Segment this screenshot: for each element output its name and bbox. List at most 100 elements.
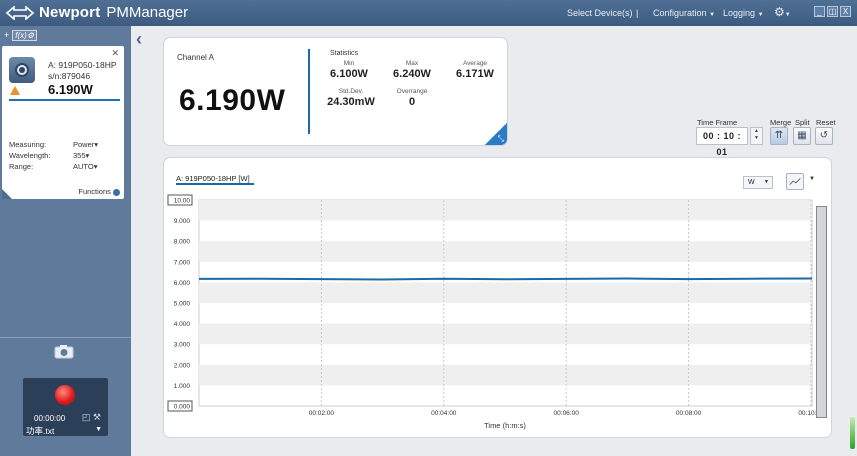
- menu-logging-label: Logging: [723, 8, 756, 18]
- plot-band: [199, 282, 812, 303]
- x-axis-label: Time (h:m:s): [484, 421, 526, 430]
- time-frame-spinner[interactable]: ▲ ▼: [750, 127, 763, 145]
- app-name: PMManager: [106, 4, 189, 21]
- y-tick-labels: 10.00 9.000 8.000 7.000 6.000 5.000 4.000 3.000…: [167, 194, 193, 412]
- device-serial: s/n:879046: [48, 71, 91, 81]
- plot[interactable]: 10.00 9.000 8.000 7.000 6.000 5.000 4.000 3.000…: [164, 158, 831, 437]
- chevron-down-icon: ▼: [757, 12, 764, 18]
- collapse-sidebar-icon[interactable]: ‹: [136, 29, 142, 49]
- merge-button[interactable]: ⇈: [770, 127, 788, 145]
- record-button[interactable]: [55, 385, 75, 405]
- expand-card-button[interactable]: ⤡: [485, 123, 507, 145]
- camera-icon[interactable]: [54, 344, 74, 359]
- function-settings-button[interactable]: f(x)⚙: [12, 30, 37, 41]
- plot-series: [198, 277, 813, 281]
- measuring-row: Measuring: Power▾: [9, 140, 98, 149]
- y-tick-label: 4.000: [174, 321, 191, 328]
- record-options-icon[interactable]: ◰ ⚒: [81, 412, 101, 422]
- wavelength-select[interactable]: 355▾: [73, 151, 90, 160]
- menu-configuration-label: Configuration: [653, 8, 707, 18]
- wavelength-label: Wavelength:: [9, 151, 51, 160]
- stat-average: Average 6.171W: [445, 60, 505, 80]
- menu-separator: |: [636, 8, 639, 18]
- card-corner: [2, 189, 12, 199]
- y-tick-box: [167, 400, 193, 412]
- stat-std-dev-label: Std.Dev.: [338, 88, 364, 95]
- plot-band: [199, 200, 812, 221]
- reset-icon: ↺: [819, 130, 829, 141]
- add-device-button[interactable]: +: [4, 30, 10, 40]
- menu-configuration[interactable]: Configuration ▼: [653, 8, 715, 18]
- stat-average-value: 6.171W: [456, 68, 494, 80]
- spin-down-icon[interactable]: ▼: [754, 135, 759, 141]
- chart-series-label: A: 919P050-18HP [W]: [176, 174, 250, 183]
- wavelength-row: Wavelength: 355▾: [9, 151, 89, 160]
- close-button[interactable]: X: [840, 6, 851, 17]
- x-tick-label: 00:02:00: [309, 410, 335, 417]
- record-time: 00:00:00: [34, 414, 66, 423]
- warning-icon: [10, 86, 20, 95]
- range-select[interactable]: AUTO▾: [73, 162, 98, 171]
- status-indicator: [850, 417, 855, 449]
- stat-average-label: Average: [462, 60, 488, 67]
- plot-bands: [198, 199, 813, 407]
- time-frame-label: Time Frame: [697, 118, 738, 127]
- device-reading-bar: [9, 99, 120, 101]
- close-icon[interactable]: ✕: [111, 48, 119, 58]
- measuring-label: Measuring:: [9, 140, 47, 149]
- spin-up-icon[interactable]: ▲: [754, 128, 759, 134]
- stat-std-dev-value: 24.30mW: [327, 96, 375, 108]
- expand-icon: ⤡: [497, 134, 504, 143]
- merge-label: Merge: [770, 118, 792, 127]
- chevron-down-icon[interactable]: ▼: [95, 426, 102, 433]
- minimize-button[interactable]: _: [814, 6, 825, 17]
- stat-max-label: Max: [405, 60, 419, 67]
- y-tick-label: 9.000: [174, 218, 191, 225]
- functions-link[interactable]: Functions: [78, 187, 120, 196]
- x-tick-label: 00:06:00: [554, 410, 580, 417]
- plot-band: [199, 323, 812, 345]
- device-card[interactable]: ✕ A: 919P050-18HP s/n:879046 6.190W Meas…: [2, 46, 124, 199]
- y-tick-label: 1.000: [174, 383, 191, 390]
- vertical-scrollbar[interactable]: [816, 206, 827, 418]
- y-tick-label: 0.000: [174, 404, 191, 411]
- grid-icon: ▦: [797, 130, 807, 141]
- range-row: Range: AUTO▾: [9, 162, 97, 171]
- x-tick-label: 00:08:00: [676, 410, 702, 417]
- menu-select-devices[interactable]: Select Device(s): [567, 8, 633, 18]
- channel-divider: [308, 49, 310, 134]
- reset-button[interactable]: ↺: [815, 127, 833, 145]
- x-tick-label: 00:04:00: [431, 410, 457, 417]
- y-tick-label: 2.000: [174, 362, 191, 369]
- window-controls: _ ◫ X: [814, 6, 851, 17]
- record-file-name[interactable]: 功率.txt: [26, 426, 55, 436]
- measuring-select[interactable]: Power▾: [73, 140, 99, 149]
- sensor-icon: [9, 57, 35, 83]
- statistics-label: Statistics: [330, 50, 359, 57]
- device-reading: 6.190W: [48, 82, 93, 97]
- menu-logging[interactable]: Logging ▼: [723, 8, 764, 18]
- brand: Newport PMManager: [5, 4, 188, 21]
- maximize-button[interactable]: ◫: [827, 6, 838, 17]
- channel-card: Channel A 6.190W Statistics Min 6.100W M…: [164, 38, 507, 145]
- series-line: [198, 277, 813, 281]
- stat-max: Max 6.240W: [382, 60, 442, 80]
- y-tick-label: 6.000: [174, 280, 191, 287]
- split-label: Split: [795, 118, 810, 127]
- split-button[interactable]: ▦: [793, 127, 811, 145]
- plot-band: [199, 241, 812, 262]
- reset-label: Reset: [816, 118, 836, 127]
- stat-overrange-label: Overrange: [396, 88, 428, 95]
- range-label: Range:: [9, 162, 34, 171]
- stat-overrange: Overrange 0: [382, 88, 442, 108]
- stat-std-dev: Std.Dev. 24.30mW: [321, 88, 381, 108]
- chevron-down-icon: ▼: [709, 12, 716, 18]
- line-chart-icon[interactable]: [786, 173, 804, 190]
- unit-select[interactable]: W ▼: [743, 176, 773, 189]
- settings-gear-icon[interactable]: ⚙▼: [774, 5, 791, 19]
- y-tick-box: [167, 194, 193, 206]
- y-tick-label: 8.000: [174, 239, 191, 246]
- time-frame-input[interactable]: 00 : 10 : 01: [696, 127, 748, 157]
- chevron-down-icon[interactable]: ▼: [809, 176, 815, 182]
- chevron-right-icon: [113, 188, 120, 196]
